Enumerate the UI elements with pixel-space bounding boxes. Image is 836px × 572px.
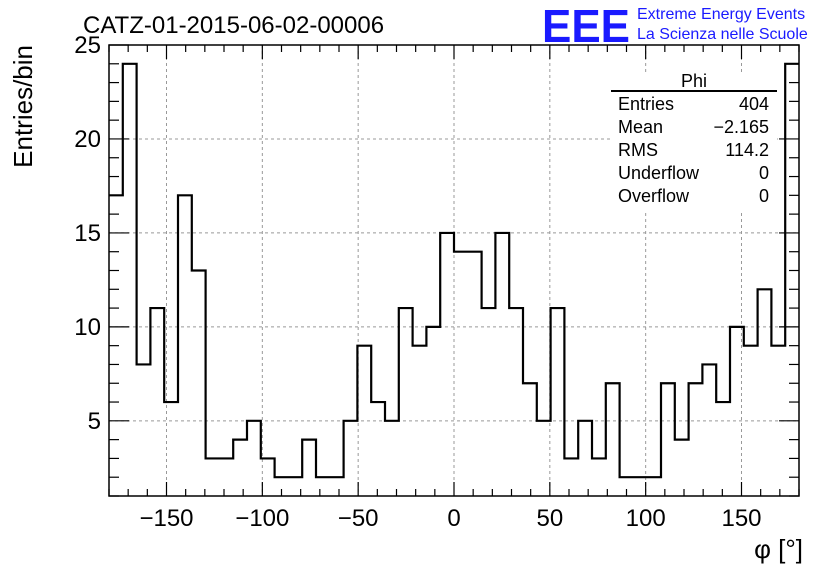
stats-row-label: Underflow xyxy=(618,163,700,183)
histogram-bin xyxy=(592,457,606,459)
histogram-bin xyxy=(247,420,261,422)
stats-row-value: 0 xyxy=(759,186,769,206)
histogram-bin xyxy=(564,457,578,459)
histogram-bin xyxy=(440,232,454,234)
histogram-bin xyxy=(399,307,413,309)
stats-row-value: 114.2 xyxy=(725,140,769,160)
stats-row-label: RMS xyxy=(618,140,658,160)
stats-box-rows: Entries 404 Mean −2.165 RMS 114.2 Underflow 0 Ov… xyxy=(618,94,769,206)
histogram-bin xyxy=(468,251,482,253)
x-tick-label: 100 xyxy=(626,505,666,532)
x-tick-label: −100 xyxy=(235,505,289,532)
histogram-bin xyxy=(192,270,206,272)
histogram-bin xyxy=(123,63,137,65)
histogram-bin xyxy=(716,401,730,403)
histogram-bin xyxy=(744,345,758,347)
histogram-bin xyxy=(647,476,661,478)
histogram-bin xyxy=(509,307,523,309)
histogram-line xyxy=(109,62,799,479)
y-tick-label: 20 xyxy=(74,126,101,153)
histogram-bin xyxy=(578,420,592,422)
stats-row-value: −2.165 xyxy=(713,117,769,137)
histogram-series xyxy=(109,62,799,479)
histogram-bin xyxy=(537,420,551,422)
histogram-bin xyxy=(316,476,330,478)
histogram-bin xyxy=(344,420,358,422)
histogram-bin xyxy=(426,326,440,328)
y-tick-label: 10 xyxy=(74,314,101,341)
x-tick-labels: −150 −100 −50 0 50 100 150 xyxy=(139,505,761,532)
histogram-bin xyxy=(233,439,247,441)
stats-row-value: 404 xyxy=(739,94,769,114)
histogram-bin xyxy=(633,476,647,478)
histogram-bin xyxy=(275,476,289,478)
histogram-bin xyxy=(730,326,744,328)
histogram-bin xyxy=(606,382,620,384)
histogram-bin xyxy=(164,401,178,403)
stats-row-label: Entries xyxy=(618,94,674,114)
logo-line-2: La Scienza nelle Scuole xyxy=(637,26,808,43)
logo-mark: EEE xyxy=(542,0,630,52)
histogram-bin xyxy=(137,363,151,365)
axis-ticks xyxy=(108,44,800,497)
histogram-bin xyxy=(702,363,716,365)
histogram-bin xyxy=(150,307,164,309)
stats-row-value: 0 xyxy=(759,163,769,183)
histogram-bin xyxy=(178,194,192,196)
histogram-bin xyxy=(675,439,689,441)
x-tick-label: −50 xyxy=(338,505,379,532)
histogram-bin xyxy=(771,345,785,347)
histogram-bin xyxy=(758,288,772,290)
histogram-bin xyxy=(371,401,385,403)
x-tick-label: 150 xyxy=(721,505,761,532)
histogram-bin xyxy=(620,476,634,478)
histogram-bin xyxy=(330,476,344,478)
stats-row-label: Overflow xyxy=(618,186,690,206)
y-tick-label: 25 xyxy=(74,32,101,59)
histogram-bin xyxy=(495,232,509,234)
histogram-bin xyxy=(454,251,468,253)
histogram-bin xyxy=(551,307,565,309)
x-tick-label: 0 xyxy=(447,505,460,532)
histogram-bin xyxy=(385,420,399,422)
histogram-bin xyxy=(261,457,275,459)
histogram-bin xyxy=(661,382,675,384)
stats-box-background xyxy=(611,72,777,212)
eee-logo: EEE Extreme Energy Events La Scienza nel… xyxy=(542,0,808,52)
x-tick-label: 50 xyxy=(536,505,563,532)
histogram-bin xyxy=(302,439,316,441)
histogram-bin xyxy=(523,382,537,384)
histogram-bin xyxy=(482,307,496,309)
x-tick-label: −150 xyxy=(139,505,193,532)
histogram-bin xyxy=(413,345,427,347)
stats-box-title: Phi xyxy=(681,71,707,91)
y-tick-label: 15 xyxy=(74,220,101,247)
logo-line-1: Extreme Energy Events xyxy=(637,6,805,23)
y-tick-label: 5 xyxy=(88,408,101,435)
histogram-bin xyxy=(206,457,220,459)
stats-box: Phi Entries 404 Mean −2.165 RMS 114.2 Underflo… xyxy=(611,71,777,212)
y-tick-labels: 5 10 15 20 25 xyxy=(74,32,101,435)
x-axis-label: φ [°] xyxy=(754,534,803,564)
histogram-bin xyxy=(288,476,302,478)
histogram-bin xyxy=(357,345,371,347)
chart-title: CATZ-01-2015-06-02-00006 xyxy=(83,12,384,39)
histogram-bin xyxy=(219,457,233,459)
y-axis-label: Entries/bin xyxy=(8,45,38,168)
stats-row-label: Mean xyxy=(618,117,663,137)
histogram-bin xyxy=(689,382,703,384)
